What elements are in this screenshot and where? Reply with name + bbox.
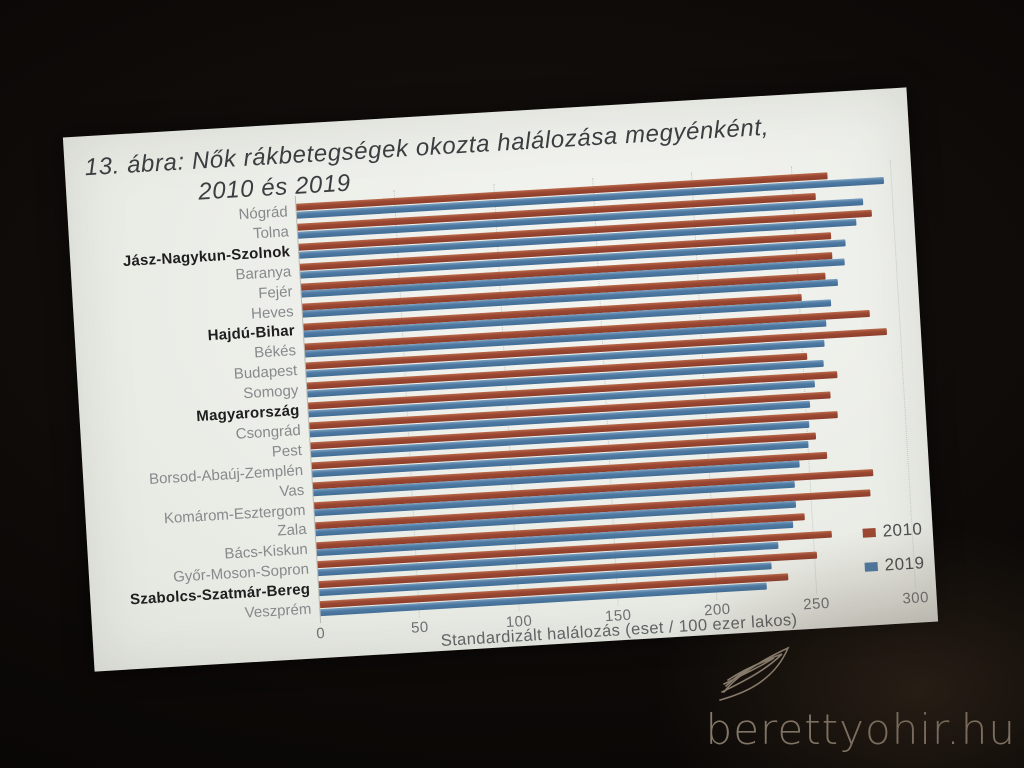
bar-chart: 0 50 100 150 200 250 300 Nógrád Tolna Jász-Nagyku… [63,87,938,671]
legend-item-2019: 2019 [864,553,925,577]
legend-swatch-2010 [862,527,876,538]
x-tick-300: 300 [901,588,930,608]
gridline-300 [889,160,917,588]
legend-label-2019: 2019 [884,553,926,575]
x-tick-200: 200 [703,600,732,620]
legend-swatch-2019 [864,561,878,572]
x-tick-250: 250 [802,594,831,614]
chart-legend: 2010 2019 [862,519,926,590]
legend-label-2010: 2010 [882,519,923,541]
watermark-text: berettyohir.hu [705,705,1016,754]
watermark: berettyohir.hu [686,646,1016,758]
leaf-icon [719,646,790,701]
x-tick-150: 150 [604,606,632,626]
presentation-slide: 13. ábra: Nők rákbetegségek okozta halál… [62,87,939,672]
legend-item-2010: 2010 [862,519,923,543]
